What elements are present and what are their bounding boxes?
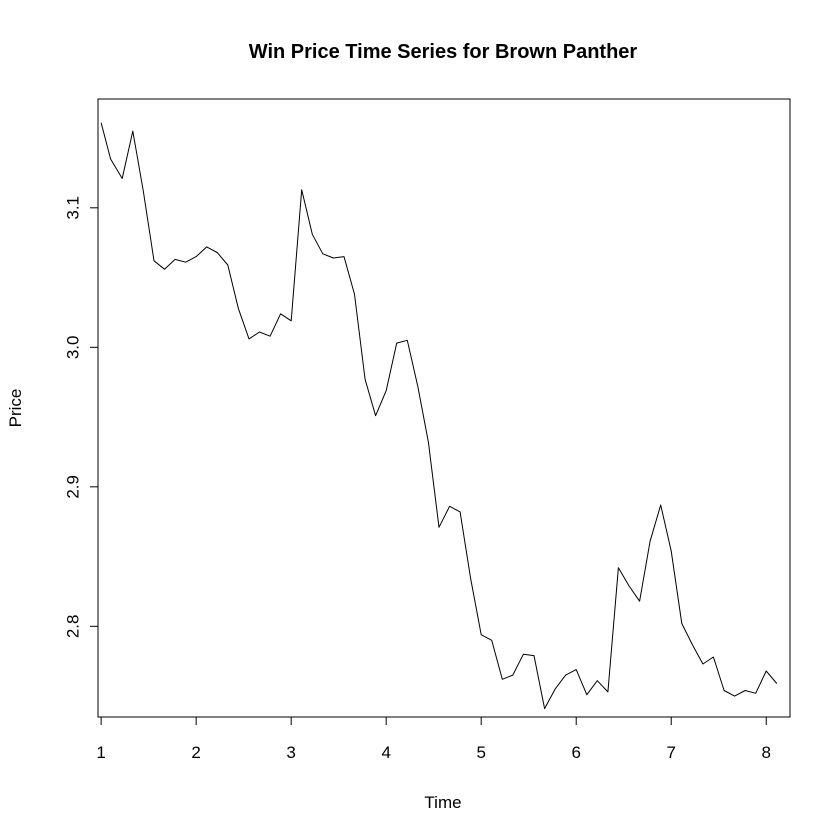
price-point: [647, 538, 653, 544]
price-point: [658, 502, 664, 508]
price-point: [235, 305, 241, 311]
price-point: [383, 388, 389, 394]
price-point: [320, 251, 326, 257]
x-tick-label: 2: [191, 743, 200, 762]
price-point: [489, 637, 495, 643]
price-point: [668, 548, 674, 554]
price-point: [309, 231, 315, 237]
y-tick-label: 2.8: [63, 615, 82, 639]
price-point: [151, 258, 157, 264]
price-point: [531, 653, 537, 659]
price-point: [204, 244, 210, 250]
price-point: [119, 176, 125, 182]
price-point: [267, 333, 273, 339]
price-point: [478, 632, 484, 638]
price-point: [330, 255, 336, 261]
x-tick-label: 7: [666, 743, 675, 762]
price-point: [394, 340, 400, 346]
price-point: [98, 120, 104, 126]
price-point: [299, 187, 305, 193]
y-axis-label: Price: [6, 389, 25, 428]
x-tick-label: 6: [571, 743, 580, 762]
price-point: [520, 651, 526, 657]
plot-frame: [97, 98, 791, 718]
y-tick-label: 3.1: [63, 196, 82, 220]
price-point: [615, 565, 621, 571]
x-axis: 1 2 3 4 5 6 7 8: [96, 716, 771, 762]
price-point: [605, 689, 611, 695]
series-layer: [98, 120, 780, 712]
price-point: [542, 706, 548, 712]
price-point: [573, 667, 579, 673]
price-point: [499, 676, 505, 682]
price-point: [742, 688, 748, 694]
price-point: [689, 642, 695, 648]
price-point: [214, 250, 220, 256]
x-tick-label: 4: [381, 743, 390, 762]
x-axis-label: Time: [424, 793, 461, 812]
price-point: [457, 509, 463, 515]
price-point: [510, 672, 516, 678]
price-point: [425, 439, 431, 445]
chart-title: Win Price Time Series for Brown Panther: [249, 41, 638, 63]
price-point: [288, 318, 294, 324]
price-point: [626, 583, 632, 589]
y-axis: 2.8 2.9 3.0 3.1: [63, 196, 99, 639]
price-point: [140, 188, 146, 194]
price-point: [679, 621, 685, 627]
price-point: [774, 681, 780, 687]
price-point: [404, 337, 410, 343]
x-tick-label: 1: [96, 743, 105, 762]
price-point: [108, 156, 114, 162]
price-point: [373, 413, 379, 419]
price-point: [362, 376, 368, 382]
price-point: [710, 654, 716, 660]
x-tick-label: 5: [476, 743, 485, 762]
price-point: [584, 692, 590, 698]
price-point: [552, 686, 558, 692]
price-point: [753, 690, 759, 696]
price-point: [563, 672, 569, 678]
price-series-line: [100, 122, 778, 710]
price-point: [172, 256, 178, 262]
x-tick-label: 3: [286, 743, 295, 762]
price-point: [193, 254, 199, 260]
y-tick-label: 2.9: [63, 475, 82, 499]
y-tick-label: 3.0: [63, 335, 82, 359]
price-point: [225, 262, 231, 268]
price-point: [468, 576, 474, 582]
price-point: [130, 128, 136, 134]
price-point: [447, 503, 453, 509]
price-point: [594, 678, 600, 684]
price-point: [436, 524, 442, 530]
x-tick-label: 8: [762, 743, 771, 762]
price-point: [246, 336, 252, 342]
price-point: [183, 259, 189, 265]
price-point: [162, 266, 168, 272]
price-point: [257, 329, 263, 335]
price-point: [732, 693, 738, 699]
price-point: [763, 668, 769, 674]
price-point: [341, 254, 347, 260]
price-point: [637, 598, 643, 604]
price-point: [721, 688, 727, 694]
price-point: [278, 311, 284, 317]
price-point: [415, 383, 421, 389]
price-point: [700, 661, 706, 667]
price-point: [352, 291, 358, 297]
